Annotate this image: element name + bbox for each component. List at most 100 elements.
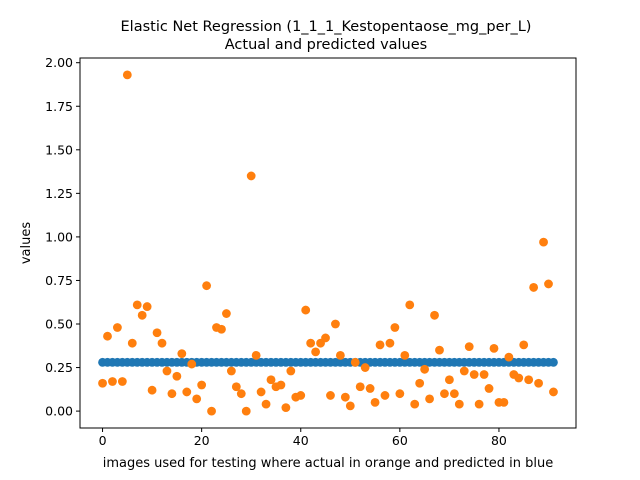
actual-point bbox=[172, 371, 182, 381]
actual-point bbox=[192, 394, 202, 404]
actual-point bbox=[534, 378, 543, 388]
actual-point bbox=[529, 283, 539, 292]
actual-point bbox=[360, 363, 370, 372]
actual-point bbox=[217, 324, 226, 334]
predicted-point bbox=[549, 357, 558, 367]
actual-point bbox=[370, 397, 380, 407]
actual-point bbox=[177, 349, 187, 359]
actual-point bbox=[499, 397, 509, 407]
actual-point bbox=[474, 399, 484, 409]
actual-point bbox=[157, 338, 167, 348]
actual-point bbox=[425, 394, 434, 404]
actual-point bbox=[340, 392, 350, 402]
actual-point bbox=[117, 377, 127, 386]
plot-frame bbox=[79, 57, 577, 429]
actual-point bbox=[410, 399, 420, 409]
actual-point bbox=[335, 350, 345, 360]
actual-point bbox=[331, 319, 340, 329]
actual-point bbox=[345, 401, 355, 411]
actual-point bbox=[132, 300, 142, 310]
actual-point bbox=[484, 384, 494, 393]
actual-point bbox=[311, 347, 321, 357]
actual-point bbox=[375, 340, 385, 350]
x-tick-label: 0 bbox=[99, 433, 107, 448]
y-tick-label: 1.00 bbox=[45, 229, 73, 244]
actual-point bbox=[122, 70, 132, 80]
actual-point bbox=[489, 343, 499, 353]
actual-point bbox=[326, 391, 335, 400]
actual-point bbox=[420, 364, 430, 374]
actual-point bbox=[261, 399, 271, 409]
actual-point bbox=[519, 340, 529, 350]
actual-point bbox=[231, 382, 241, 392]
actual-point bbox=[355, 382, 365, 392]
actual-point bbox=[415, 378, 425, 388]
actual-point bbox=[167, 389, 177, 399]
y-tick-label: 0.00 bbox=[45, 404, 73, 419]
y-tick-label: 0.75 bbox=[45, 273, 73, 288]
actual-point bbox=[266, 375, 276, 385]
actual-point bbox=[147, 385, 157, 395]
y-axis-label: values bbox=[19, 222, 34, 265]
actual-point bbox=[187, 359, 197, 369]
actual-point bbox=[435, 345, 444, 355]
y-tick-label: 1.50 bbox=[45, 142, 73, 157]
actual-point bbox=[539, 237, 548, 247]
actual-point bbox=[464, 342, 474, 352]
actual-point bbox=[246, 171, 256, 181]
actual-point bbox=[444, 375, 454, 385]
actual-point bbox=[256, 387, 266, 397]
x-tick-label: 40 bbox=[293, 433, 309, 448]
actual-point bbox=[514, 373, 524, 383]
actual-point bbox=[449, 389, 459, 399]
y-tick-label: 1.25 bbox=[45, 186, 73, 201]
actual-point bbox=[152, 328, 162, 338]
x-tick-label: 60 bbox=[392, 433, 408, 448]
y-tick-label: 2.00 bbox=[45, 55, 73, 70]
actual-point bbox=[395, 389, 405, 399]
chart-subtitle: Actual and predicted values bbox=[225, 37, 427, 53]
actual-point bbox=[103, 331, 112, 341]
actual-point bbox=[142, 302, 152, 311]
actual-point bbox=[226, 366, 236, 376]
actual-point bbox=[296, 391, 306, 400]
actual-point bbox=[182, 387, 192, 397]
actual-point bbox=[479, 370, 489, 379]
actual-point bbox=[524, 375, 534, 385]
actual-point bbox=[251, 350, 261, 360]
y-tick-label: 0.25 bbox=[45, 360, 73, 375]
actual-point bbox=[390, 323, 400, 332]
actual-point bbox=[380, 391, 390, 400]
actual-point bbox=[504, 352, 514, 362]
actual-point bbox=[281, 403, 291, 413]
actual-point bbox=[306, 338, 316, 348]
actual-point bbox=[405, 300, 415, 310]
actual-point bbox=[98, 378, 107, 388]
chart-title: Elastic Net Regression (1_1_1_Kestopenta… bbox=[121, 19, 532, 35]
actual-point bbox=[440, 389, 449, 399]
actual-point bbox=[286, 366, 296, 376]
actual-point bbox=[207, 406, 216, 416]
actual-point bbox=[350, 357, 360, 367]
actual-point bbox=[385, 338, 395, 348]
actual-point bbox=[108, 377, 117, 386]
actual-point bbox=[469, 370, 479, 379]
actual-point bbox=[137, 310, 147, 320]
actual-point bbox=[241, 406, 251, 416]
actual-point bbox=[276, 380, 286, 390]
actual-point bbox=[459, 366, 469, 376]
x-axis-label: images used for testing where actual in … bbox=[103, 456, 554, 471]
y-tick-label: 0.50 bbox=[45, 317, 73, 332]
actual-point bbox=[430, 310, 439, 320]
actual-point bbox=[454, 399, 464, 409]
actual-point bbox=[113, 323, 122, 332]
y-tick-label: 1.75 bbox=[45, 99, 73, 114]
actual-point bbox=[162, 366, 172, 376]
actual-point bbox=[202, 281, 212, 291]
x-tick-label: 20 bbox=[194, 433, 210, 448]
actual-point bbox=[400, 350, 410, 360]
actual-point bbox=[321, 333, 330, 343]
actual-point bbox=[236, 389, 246, 399]
